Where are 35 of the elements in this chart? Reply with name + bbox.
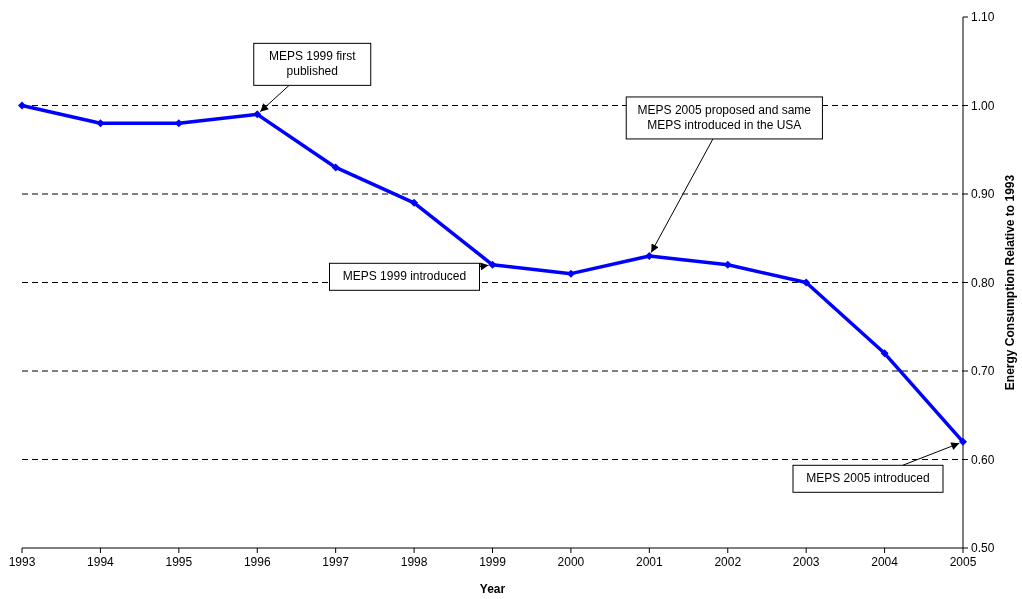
- annotation: MEPS 1999 first published: [268, 49, 357, 79]
- x-tick-label: 1998: [400, 555, 428, 569]
- point: [645, 251, 654, 260]
- point: [959, 437, 967, 446]
- x-tick-label: 1993: [8, 555, 36, 569]
- point: [880, 349, 889, 358]
- x-tick-label: 1995: [165, 555, 193, 569]
- y-tick-label: 0.60: [971, 452, 995, 467]
- point: [18, 101, 26, 110]
- point: [802, 278, 811, 287]
- point: [331, 163, 340, 172]
- x-tick-label: 2000: [557, 555, 585, 569]
- x-tick-label: 1994: [87, 555, 115, 569]
- annotation: MEPS 2005 introduced: [806, 471, 930, 486]
- annotation: MEPS 2005 proposed and same MEPS introduced in the USA: [637, 102, 812, 132]
- point: [488, 260, 497, 269]
- y-axis-title: Energy Consumption Relative to 1993: [1003, 174, 1017, 391]
- y-tick-label: 0.80: [971, 275, 995, 290]
- x-tick-label: 2005: [949, 555, 977, 569]
- x-tick-label: 1996: [243, 555, 271, 569]
- annotation: MEPS 1999 introduced: [342, 269, 467, 284]
- y-tick-label: 0.70: [971, 364, 995, 378]
- point: [253, 110, 262, 119]
- y-tick-label: 0.90: [971, 187, 995, 201]
- x-tick-label: 2001: [635, 555, 663, 569]
- point: [410, 198, 419, 207]
- y-tick-label: 0.50: [971, 541, 995, 555]
- x-tick-label: 2003: [792, 555, 820, 569]
- x-tick-label: 2004: [871, 555, 899, 569]
- x-tick-label: 1999: [479, 555, 507, 569]
- x-axis-title: Year: [479, 582, 506, 596]
- x-tick-label: 1997: [322, 555, 350, 569]
- y-tick-label: 1.00: [971, 98, 995, 113]
- x-tick-label: 2002: [714, 555, 742, 569]
- y-tick-label: 1.10: [971, 10, 995, 24]
